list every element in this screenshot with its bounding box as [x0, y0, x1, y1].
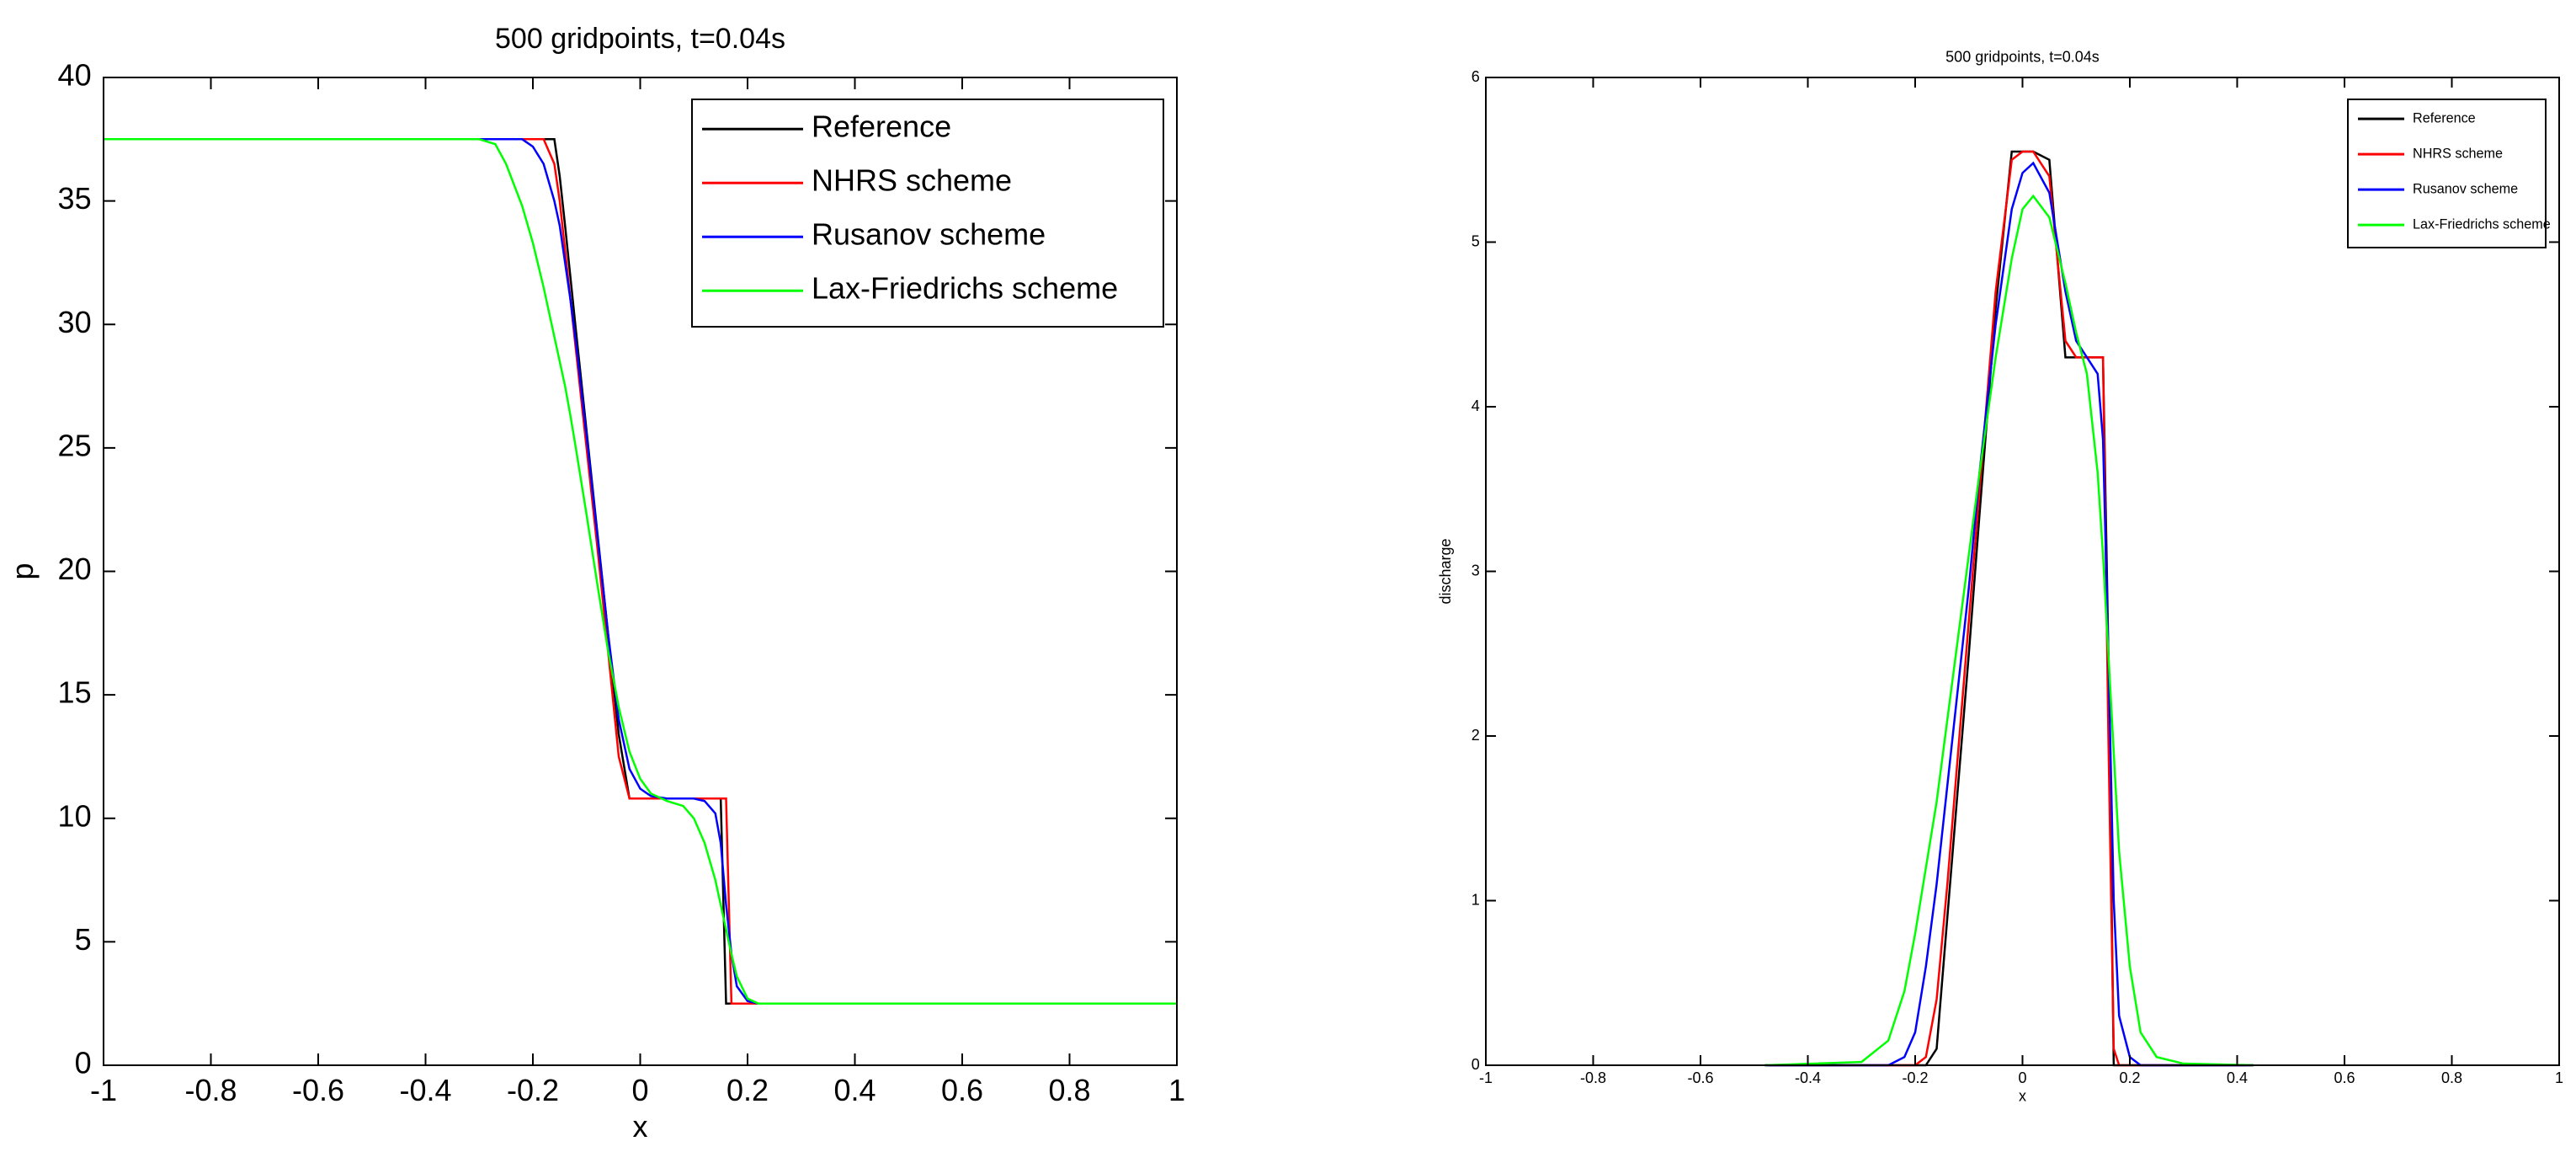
x-tick-label: 0.8 [2441, 1069, 2462, 1086]
y-tick-label: 0 [1472, 1056, 1480, 1073]
x-tick-label: -1 [1479, 1069, 1493, 1086]
x-tick-label: 0.2 [2119, 1069, 2140, 1086]
legend-label: Rusanov scheme [2413, 181, 2518, 196]
x-tick-label: -1 [90, 1073, 117, 1107]
x-tick-label: -0.6 [1687, 1069, 1713, 1086]
y-axis-label: discharge [1437, 538, 1454, 604]
y-tick-label: 20 [58, 552, 92, 586]
x-tick-label: 0.6 [941, 1073, 983, 1107]
legend-label: Lax-Friedrichs scheme [2413, 216, 2551, 232]
series-line [1764, 161, 2254, 1067]
x-tick-label: 0.8 [1048, 1073, 1090, 1107]
y-tick-label: 40 [58, 58, 92, 93]
x-tick-label: 0.6 [2334, 1069, 2355, 1086]
y-tick-label: 5 [1472, 232, 1480, 249]
y-tick-label: 0 [75, 1046, 92, 1080]
y-tick-label: 15 [58, 675, 92, 710]
x-axis-label: x [2019, 1088, 2026, 1105]
x-tick-label: 0 [2018, 1069, 2026, 1086]
y-tick-label: 6 [1472, 68, 1480, 85]
legend-box [2347, 99, 2547, 248]
legend-label: NHRS scheme [2413, 146, 2503, 161]
x-tick-label: -0.4 [1795, 1069, 1821, 1086]
series-line [1764, 194, 2254, 1067]
x-tick-label: 0.2 [726, 1073, 769, 1107]
x-axis-label: x [633, 1109, 648, 1144]
y-tick-label: 3 [1472, 562, 1480, 579]
y-tick-label: 5 [75, 922, 92, 957]
y-axis-label: p [5, 563, 40, 579]
series-line [104, 138, 1177, 1005]
x-tick-label: -0.4 [399, 1073, 451, 1107]
x-tick-label: 0 [631, 1073, 648, 1107]
chart-title: 500 gridpoints, t=0.04s [1945, 48, 2100, 65]
legend-label: NHRS scheme [812, 163, 1012, 198]
y-tick-label: 1 [1472, 891, 1480, 908]
x-tick-label: -0.8 [1580, 1069, 1606, 1086]
x-tick-label: 1 [2555, 1069, 2563, 1086]
x-tick-label: -0.8 [184, 1073, 237, 1107]
legend-label: Lax-Friedrichs scheme [812, 271, 1118, 306]
x-tick-label: -0.2 [1902, 1069, 1928, 1086]
y-tick-label: 25 [58, 428, 92, 462]
legend-label: Reference [2413, 110, 2476, 125]
legend-label: Rusanov scheme [812, 217, 1046, 252]
y-tick-label: 35 [58, 181, 92, 216]
y-tick-label: 4 [1472, 397, 1480, 414]
legend-box [691, 99, 1164, 328]
chart-title: 500 gridpoints, t=0.04s [495, 23, 785, 55]
x-tick-label: 0.4 [2227, 1069, 2248, 1086]
x-tick-label: 1 [1168, 1073, 1185, 1107]
y-tick-label: 2 [1472, 727, 1480, 744]
x-tick-label: 0.4 [833, 1073, 876, 1107]
series-line [104, 138, 1177, 1005]
x-tick-label: -0.2 [507, 1073, 559, 1107]
y-tick-label: 10 [58, 798, 92, 833]
y-tick-label: 30 [58, 305, 92, 339]
legend-label: Reference [812, 109, 951, 144]
x-tick-label: -0.6 [292, 1073, 344, 1107]
